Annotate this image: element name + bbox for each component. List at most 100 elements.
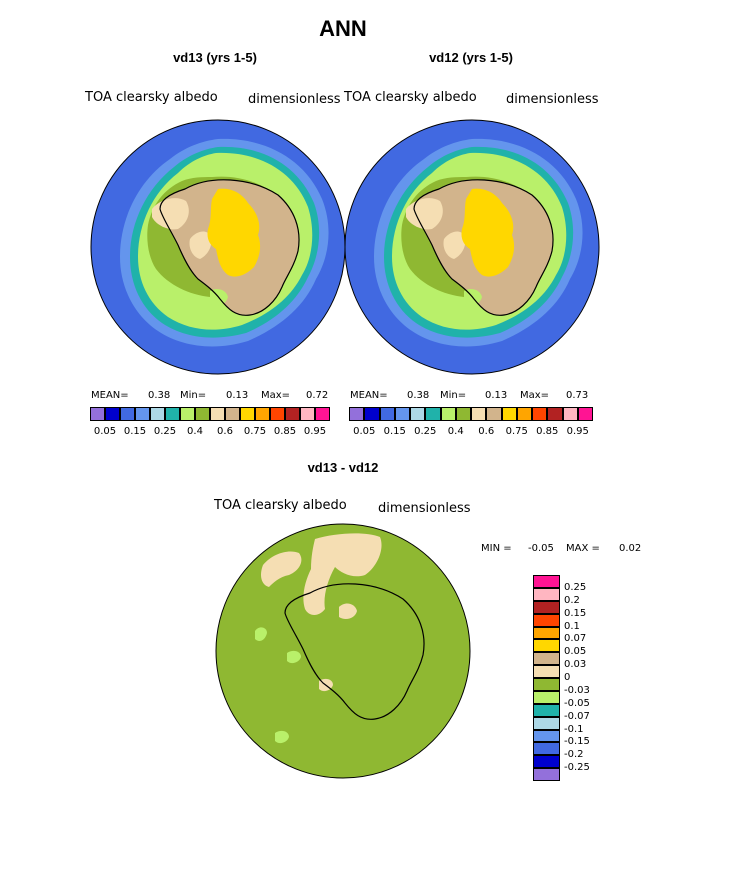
colorbar-swatch <box>577 407 593 421</box>
figure-title: ANN <box>319 16 367 41</box>
colorbar-swatch <box>379 407 395 421</box>
diff-min-label: MIN = <box>481 543 512 554</box>
map-field <box>91 120 345 374</box>
colorbar-swatch <box>501 407 517 421</box>
coastline <box>159 179 300 316</box>
map-field <box>216 524 470 778</box>
colorbar-tick-label: -0.05 <box>564 697 590 709</box>
colorbar-swatch <box>533 665 560 678</box>
colorbar-swatch <box>533 613 560 627</box>
colorbar-swatch <box>516 407 532 421</box>
panel-title-vd13: vd13 (yrs 1-5) <box>173 50 257 65</box>
colorbar-swatch <box>195 407 210 421</box>
colorbar-swatch <box>90 407 105 421</box>
colorbar-labels-vd13: 0.05 0.15 0.25 0.4 0.6 0.75 0.85 0.95 <box>90 426 330 440</box>
colorbar-swatch <box>270 407 285 421</box>
colorbar-tick-label: 0 <box>564 672 571 683</box>
colorbar-tick-label: 0.07 <box>564 633 587 645</box>
colorbar-tick-label: 0.03 <box>564 659 587 671</box>
map-outline <box>215 523 471 779</box>
colorbar-tick-label: 0.6 <box>478 426 495 437</box>
max-label: Max= <box>261 390 291 401</box>
colorbar-swatch <box>562 407 578 421</box>
colorbar-swatch <box>440 407 456 421</box>
colorbar-swatch <box>180 407 195 421</box>
diff-colorbar <box>533 575 560 781</box>
panel-variable-label: TOA clearsky albedo <box>344 90 477 105</box>
colorbar-swatch <box>120 407 135 421</box>
colorbar-swatch <box>533 639 560 653</box>
colorbar-tick-label: 0.95 <box>566 426 589 437</box>
panel-units-label: dimensionless <box>506 92 599 107</box>
colorbar-swatch <box>471 407 487 421</box>
panel-units-label: dimensionless <box>248 92 341 107</box>
colorbar-vd13 <box>90 407 330 421</box>
max-value: 0.72 <box>306 390 329 401</box>
colorbar-tick-label: 0.25 <box>414 426 437 437</box>
colorbar-swatch <box>533 755 560 769</box>
colorbar-swatch <box>255 407 270 421</box>
colorbar-swatch <box>105 407 120 421</box>
colorbar-swatch <box>394 407 410 421</box>
colorbar-tick-label: 0.2 <box>564 594 580 606</box>
colorbar-tick-label: 0.15 <box>123 426 147 437</box>
colorbar-tick-label: 0.05 <box>564 646 587 658</box>
colorbar-swatch <box>533 729 560 743</box>
colorbar-vd12 <box>349 407 593 421</box>
colorbar-swatch <box>533 678 560 691</box>
map-outline <box>344 119 600 375</box>
diff-panel-title: vd13 - vd12 <box>307 460 379 475</box>
colorbar-swatch <box>425 407 441 421</box>
colorbar-tick-label: -0.15 <box>564 736 590 748</box>
colorbar-swatch <box>315 407 330 421</box>
colorbar-swatch <box>533 600 560 614</box>
colorbar-swatch <box>532 407 548 421</box>
colorbar-swatch <box>533 626 560 640</box>
colorbar-tick-label: -0.25 <box>564 762 590 774</box>
colorbar-tick-label: 0.4 <box>447 426 464 437</box>
colorbar-tick-label: 0.25 <box>564 581 587 593</box>
diff-units-label: dimensionless <box>378 501 471 516</box>
colorbar-swatch <box>533 575 560 588</box>
min-label: Min= <box>440 390 467 401</box>
diff-max-label: MAX = <box>566 543 600 554</box>
map-field <box>345 120 599 374</box>
colorbar-swatch <box>349 407 365 421</box>
panel-title-vd12: vd12 (yrs 1-5) <box>429 50 513 65</box>
colorbar-swatch <box>533 690 560 704</box>
coastline <box>413 179 554 316</box>
colorbar-tick-label: 0.95 <box>303 426 327 437</box>
colorbar-swatch <box>533 768 560 781</box>
diff-max-value: 0.02 <box>619 543 642 554</box>
polar-map-difference <box>215 523 471 779</box>
colorbar-tick-label: 0.25 <box>153 426 177 437</box>
colorbar-swatch <box>150 407 165 421</box>
max-label: Max= <box>520 390 550 401</box>
colorbar-swatch <box>486 407 502 421</box>
colorbar-swatch <box>533 716 560 730</box>
diff-variable-label: TOA clearsky albedo <box>214 498 347 513</box>
colorbar-swatch <box>135 407 150 421</box>
mean-value: 0.38 <box>148 390 171 401</box>
colorbar-swatch <box>240 407 255 421</box>
diff-colorbar-labels: 0.25 0.2 0.15 0.1 0.07 0.05 0.03 0 -0.03 -0.05 -0.… <box>564 575 624 781</box>
colorbar-tick-label: 0.05 <box>353 426 376 437</box>
mean-label: MEAN= <box>350 390 388 401</box>
colorbar-tick-label: 0.05 <box>93 426 117 437</box>
mean-value: 0.38 <box>407 390 430 401</box>
colorbar-tick-label: -0.03 <box>564 684 590 696</box>
colorbar-tick-label: 0.4 <box>187 426 203 437</box>
colorbar-tick-label: 0.1 <box>564 620 580 632</box>
colorbar-swatch <box>455 407 471 421</box>
colorbar-swatch <box>547 407 563 421</box>
colorbar-tick-label: -0.07 <box>564 710 590 722</box>
colorbar-labels-vd12: 0.05 0.15 0.25 0.4 0.6 0.75 0.85 0.95 <box>349 426 593 440</box>
colorbar-tick-label: 0.85 <box>273 426 297 437</box>
diff-min-value: -0.05 <box>528 543 554 554</box>
colorbar-swatch <box>533 742 560 756</box>
colorbar-swatch <box>165 407 180 421</box>
colorbar-tick-label: 0.85 <box>536 426 559 437</box>
colorbar-swatch <box>300 407 315 421</box>
colorbar-tick-label: 0.15 <box>383 426 406 437</box>
colorbar-swatch <box>533 587 560 601</box>
